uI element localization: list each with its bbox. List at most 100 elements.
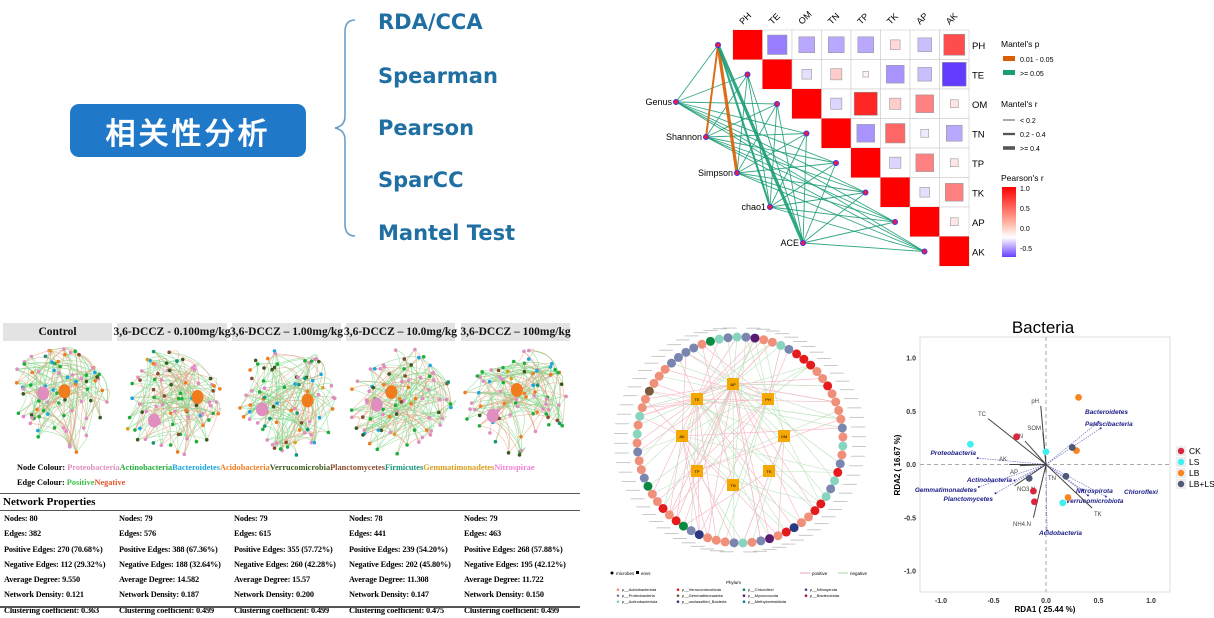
microbe-node xyxy=(816,499,826,509)
phylum-swatch xyxy=(616,588,620,591)
env-node-TP xyxy=(691,465,703,477)
phylum-swatch xyxy=(616,594,620,597)
network-node xyxy=(564,394,568,399)
network-node xyxy=(21,387,25,391)
shape-legend-microbes: microbes xyxy=(616,571,635,576)
heatmap-square xyxy=(801,69,812,80)
diversity-label-chao1: chao1 xyxy=(741,202,766,212)
network-node xyxy=(275,401,279,406)
rda-biplot-chart: Bacteria -1.0 -0.5 0.0 0.5 1.0 1.0 0.5 0.0 -0.5 -1… xyxy=(893,318,1214,614)
method-pearson: Pearson xyxy=(378,116,475,140)
network-node xyxy=(257,390,262,394)
microbe-node xyxy=(838,432,848,442)
network-node xyxy=(168,411,173,415)
network-edge xyxy=(715,398,769,541)
y-tick-label: 0.5 xyxy=(906,409,916,416)
network-node xyxy=(138,378,142,382)
mantel-link xyxy=(769,162,837,208)
microbe-node xyxy=(830,476,840,486)
network-node xyxy=(249,389,254,393)
analysis-title-box: 相关性分析 xyxy=(70,104,306,157)
network-edge xyxy=(150,360,199,384)
env-node-OM xyxy=(778,430,790,442)
network-node xyxy=(297,428,302,432)
microbe-node xyxy=(633,420,643,430)
network-node xyxy=(519,448,524,453)
network-node xyxy=(275,362,280,366)
network-node xyxy=(522,361,527,366)
microbe-node xyxy=(649,378,659,388)
network-edge xyxy=(678,357,698,400)
point-ls xyxy=(1042,448,1050,456)
heatmap-square xyxy=(946,125,963,142)
network-edge xyxy=(206,401,219,440)
microbe-node xyxy=(818,373,828,383)
microbe-node xyxy=(836,414,846,424)
edge-colour-positive: Positive xyxy=(66,478,95,487)
network-edge xyxy=(48,350,65,416)
microbe-node xyxy=(827,389,837,399)
microbe-node xyxy=(697,339,707,349)
pearson-title: Pearson's r xyxy=(1001,173,1044,183)
network-properties-title: Network Properties xyxy=(3,496,96,508)
network-node xyxy=(535,369,539,373)
y-axis-label: RDA2 ( 16.67 %) xyxy=(893,434,902,495)
node-colour-label: Node Colour: xyxy=(17,463,66,472)
env-label-TP: TP xyxy=(694,469,699,474)
network-edge xyxy=(16,382,35,419)
network-node xyxy=(394,412,399,416)
network-edge xyxy=(75,383,101,418)
microbe-node xyxy=(812,367,822,377)
network-node xyxy=(218,387,222,391)
network-node xyxy=(247,417,252,421)
col-label-PH: PH xyxy=(737,10,753,26)
network-edge xyxy=(707,383,734,538)
network-edge xyxy=(373,372,433,388)
species-label: Chloroflexi xyxy=(1124,489,1158,496)
mantel-link xyxy=(705,44,719,138)
network-panel xyxy=(349,347,457,456)
microbe-node xyxy=(835,459,845,469)
phylum-label: p__Acidobacteriota xyxy=(622,587,657,592)
network-node xyxy=(556,370,560,375)
network-node xyxy=(145,357,150,362)
network-edge xyxy=(30,423,71,447)
network-edge xyxy=(267,358,283,451)
network-node xyxy=(48,348,53,353)
network-edge xyxy=(374,349,416,400)
network-panel xyxy=(125,349,222,457)
network-node xyxy=(77,352,81,357)
network-node xyxy=(160,402,165,407)
network-node xyxy=(368,417,373,421)
network-node xyxy=(61,426,66,430)
network-node xyxy=(183,381,188,385)
property-cell: Network Density: 0.187 xyxy=(119,590,199,600)
env-label: SOM xyxy=(1027,426,1041,432)
microbe-node xyxy=(773,531,783,541)
network-node xyxy=(140,410,144,414)
network-edge xyxy=(364,417,443,434)
network-node xyxy=(36,369,41,374)
phylum-label: p__Verrucomicrobiota xyxy=(682,587,722,592)
network-edge xyxy=(362,416,391,433)
heatmap-square xyxy=(889,156,902,169)
network-edge xyxy=(31,414,41,437)
network-edge xyxy=(351,415,360,429)
species-arrow xyxy=(995,464,1047,494)
node-colour-actinobacteria: Actinobacteria xyxy=(119,463,173,472)
microbe-node xyxy=(667,358,677,368)
network-node xyxy=(309,359,314,363)
network-edge xyxy=(167,370,210,421)
network-properties-column: Nodes: 79 Edges: 615 Positive Edges: 355 (… xyxy=(234,511,336,618)
network-node xyxy=(317,359,321,364)
phylum-label: p__Actinobacteriota xyxy=(622,599,658,604)
node-colour-verrucomicrobia: Verrucomicrobia xyxy=(269,463,331,472)
env-arrow xyxy=(1032,464,1047,518)
x-tick-label: 0.0 xyxy=(1041,598,1051,605)
network-edge xyxy=(167,369,214,392)
heatmap-square xyxy=(828,36,845,53)
microbe-node xyxy=(711,535,721,545)
microbe-node xyxy=(643,481,653,491)
network-edge xyxy=(696,364,811,400)
chart-title: Bacteria xyxy=(1012,318,1075,337)
